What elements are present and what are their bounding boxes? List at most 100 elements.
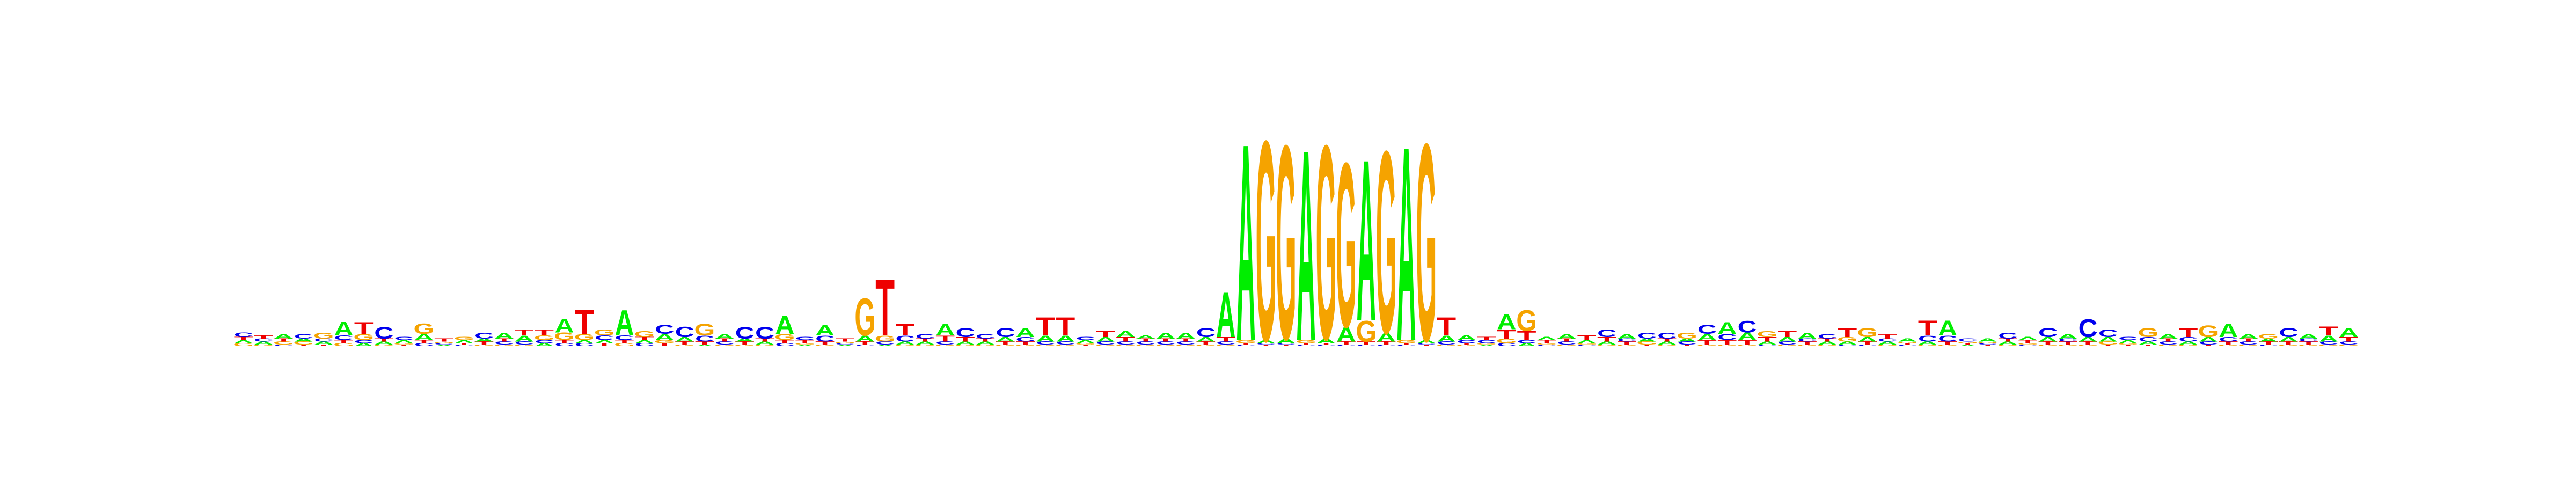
logo-letter-c: C bbox=[1176, 341, 1196, 346]
logo-letter-c: C bbox=[274, 345, 293, 347]
logo-letter-t: T bbox=[474, 341, 494, 346]
logo-letter-c: C bbox=[1036, 341, 1055, 346]
logo-letter-a: A bbox=[1196, 336, 1216, 343]
logo-letter-a: A bbox=[815, 322, 835, 339]
logo-letter-t: T bbox=[1878, 333, 1897, 340]
logo-letter-g: G bbox=[1997, 345, 2018, 347]
logo-letter-a: A bbox=[1256, 339, 1276, 344]
logo-letter-a: A bbox=[2339, 326, 2358, 340]
logo-letter-c: C bbox=[2058, 338, 2077, 342]
logo-letter-c: C bbox=[855, 345, 875, 347]
logo-letter-t: T bbox=[935, 334, 955, 343]
logo-letter-a: A bbox=[1758, 341, 1777, 346]
logo-letter-g: G bbox=[414, 320, 435, 338]
logo-letter-t: T bbox=[1357, 341, 1376, 346]
logo-letter-g: G bbox=[1276, 87, 1297, 398]
logo-letter-c: C bbox=[1537, 345, 1556, 347]
logo-letter-a: A bbox=[294, 338, 313, 342]
logo-letter-c: C bbox=[1978, 343, 1997, 345]
logo-letter-a: A bbox=[715, 333, 734, 340]
logo-letter-t: T bbox=[1597, 336, 1616, 343]
logo-letter-t: T bbox=[1918, 316, 1937, 340]
logo-letter-a: A bbox=[2098, 336, 2118, 343]
logo-letter-c: C bbox=[1697, 323, 1717, 336]
logo-letter-c: C bbox=[1457, 339, 1476, 344]
logo-letter-c: C bbox=[575, 342, 594, 347]
logo-letter-g: G bbox=[694, 320, 715, 339]
logo-letter-a: A bbox=[554, 316, 574, 337]
logo-letter-a: A bbox=[1176, 331, 1196, 341]
logo-letter-g: G bbox=[1597, 345, 1618, 347]
logo-letter-g: G bbox=[594, 328, 615, 338]
logo-letter-g: G bbox=[333, 342, 354, 347]
logo-letter-g: G bbox=[534, 334, 555, 342]
logo-letter-a: A bbox=[1697, 332, 1717, 342]
logo-letter-g: G bbox=[835, 341, 855, 343]
logo-letter-c: C bbox=[1316, 345, 1336, 347]
logo-letter-t: T bbox=[715, 338, 734, 342]
logo-letter-g: G bbox=[1336, 114, 1357, 377]
logo-letter-g: G bbox=[914, 345, 935, 347]
logo-letter-g: G bbox=[1837, 336, 1858, 343]
logo-letter-t: T bbox=[394, 344, 414, 346]
logo-letter-a: A bbox=[1276, 337, 1296, 345]
logo-letter-a: A bbox=[695, 345, 714, 347]
logo-letter-a: A bbox=[875, 345, 895, 347]
logo-letter-c: C bbox=[2199, 341, 2218, 346]
logo-letter-a: A bbox=[1136, 335, 1155, 340]
logo-letter-c: C bbox=[294, 333, 313, 340]
logo-letter-t: T bbox=[274, 338, 293, 342]
logo-letter-t: T bbox=[414, 339, 434, 344]
logo-letter-c: C bbox=[1396, 345, 1416, 347]
logo-letter-g: G bbox=[1135, 345, 1156, 347]
logo-letter-c: C bbox=[1678, 341, 1697, 346]
logo-letter-a: A bbox=[1858, 336, 1877, 343]
logo-letter-t: T bbox=[535, 328, 554, 338]
logo-letter-a: A bbox=[1497, 310, 1516, 334]
logo-letter-g: G bbox=[474, 345, 495, 347]
logo-letter-a: A bbox=[1878, 341, 1897, 346]
logo-letter-t: T bbox=[1517, 328, 1536, 343]
logo-letter-t: T bbox=[2279, 341, 2298, 346]
logo-letter-g: G bbox=[1075, 343, 1096, 345]
logo-letter-t: T bbox=[554, 339, 574, 344]
logo-letter-g: G bbox=[1757, 330, 1778, 339]
logo-letter-g: G bbox=[2318, 345, 2339, 347]
logo-letter-a: A bbox=[1316, 337, 1336, 345]
logo-letter-g: G bbox=[935, 345, 956, 347]
logo-letter-c: C bbox=[354, 339, 374, 344]
logo-letter-t: T bbox=[434, 338, 453, 342]
logo-letter-t: T bbox=[1998, 338, 2017, 342]
logo-letter-a: A bbox=[675, 336, 694, 343]
logo-letter-g: G bbox=[854, 287, 875, 347]
logo-letter-t: T bbox=[1297, 343, 1316, 345]
logo-letter-a: A bbox=[1297, 92, 1316, 398]
logo-letter-a: A bbox=[494, 331, 514, 341]
logo-letter-c: C bbox=[2219, 336, 2238, 343]
logo-letter-c: C bbox=[474, 331, 494, 341]
logo-letter-a: A bbox=[1597, 341, 1616, 346]
logo-letter-a: A bbox=[2018, 336, 2038, 341]
logo-letter-c: C bbox=[2038, 326, 2058, 340]
logo-letter-c: C bbox=[1216, 341, 1235, 346]
